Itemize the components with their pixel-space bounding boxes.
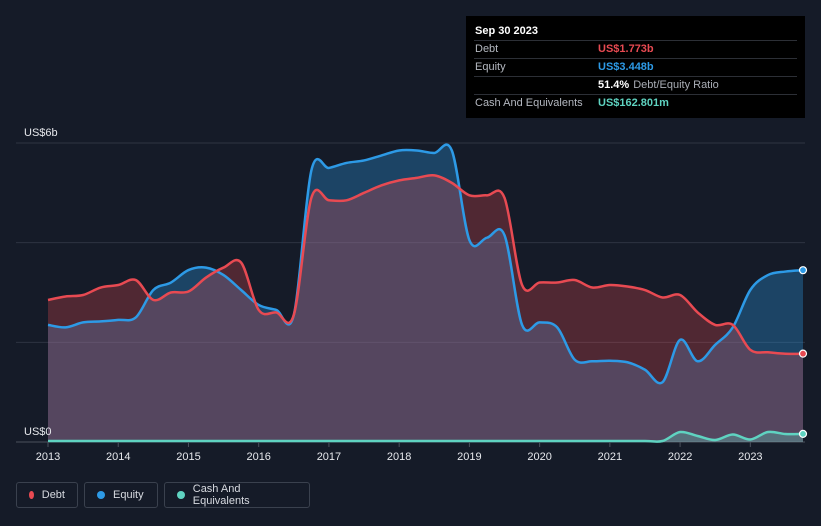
x-tick-label: 2014 [106,451,130,463]
series-areas [48,145,803,442]
x-tick-label: 2019 [457,451,481,463]
tooltip-ratio-spacer [474,77,598,94]
y-axis-bottom-label: US$0 [24,426,52,438]
data-tooltip: Sep 30 2023 Debt US$1.773b Equity US$3.4… [466,16,805,118]
debt-endpoint [800,350,807,357]
tooltip-row-equity: Equity US$3.448b [474,58,797,76]
x-axis-ticks: 2013 2014 2015 2016 2017 2018 2019 2020 2021 2022… [36,442,763,463]
x-tick-label: 2013 [36,451,60,463]
x-tick-label: 2018 [387,451,411,463]
tooltip-ratio-value: 51.4% [598,77,629,94]
legend-debt-label: Debt [42,489,65,501]
legend-item-debt[interactable]: Debt [16,482,78,508]
tooltip-row-debt: Debt US$1.773b [474,40,797,58]
legend-equity-label: Equity [113,489,144,501]
debt-dot-icon [29,491,34,499]
tooltip-date: Sep 30 2023 [474,23,797,40]
x-tick-label: 2016 [246,451,270,463]
equity-dot-icon [97,491,105,499]
tooltip-row-ratio: 51.4% Debt/Equity Ratio [474,76,797,94]
tooltip-cash-value: US$162.801m [598,95,669,112]
legend-cash-label: Cash And Equivalents [193,483,297,507]
y-axis-top-label: US$6b [24,127,58,139]
tooltip-ratio-label: Debt/Equity Ratio [633,77,719,94]
tooltip-row-cash: Cash And Equivalents US$162.801m [474,94,797,112]
x-tick-label: 2015 [176,451,200,463]
chart-legend: Debt Equity Cash And Equivalents [16,482,310,508]
tooltip-cash-label: Cash And Equivalents [474,95,598,112]
legend-item-equity[interactable]: Equity [84,482,158,508]
tooltip-equity-value: US$3.448b [598,59,654,76]
equity-endpoint [800,267,807,274]
x-tick-label: 2021 [598,451,622,463]
legend-item-cash[interactable]: Cash And Equivalents [164,482,310,508]
tooltip-debt-value: US$1.773b [598,41,654,58]
cash-dot-icon [177,491,185,499]
debt-area [48,175,803,442]
tooltip-equity-label: Equity [474,59,598,76]
tooltip-debt-label: Debt [474,41,598,58]
x-tick-label: 2020 [527,451,551,463]
x-tick-label: 2022 [668,451,692,463]
x-tick-label: 2017 [317,451,341,463]
x-tick-label: 2023 [738,451,762,463]
cash-and-equivalents-endpoint [800,430,807,437]
